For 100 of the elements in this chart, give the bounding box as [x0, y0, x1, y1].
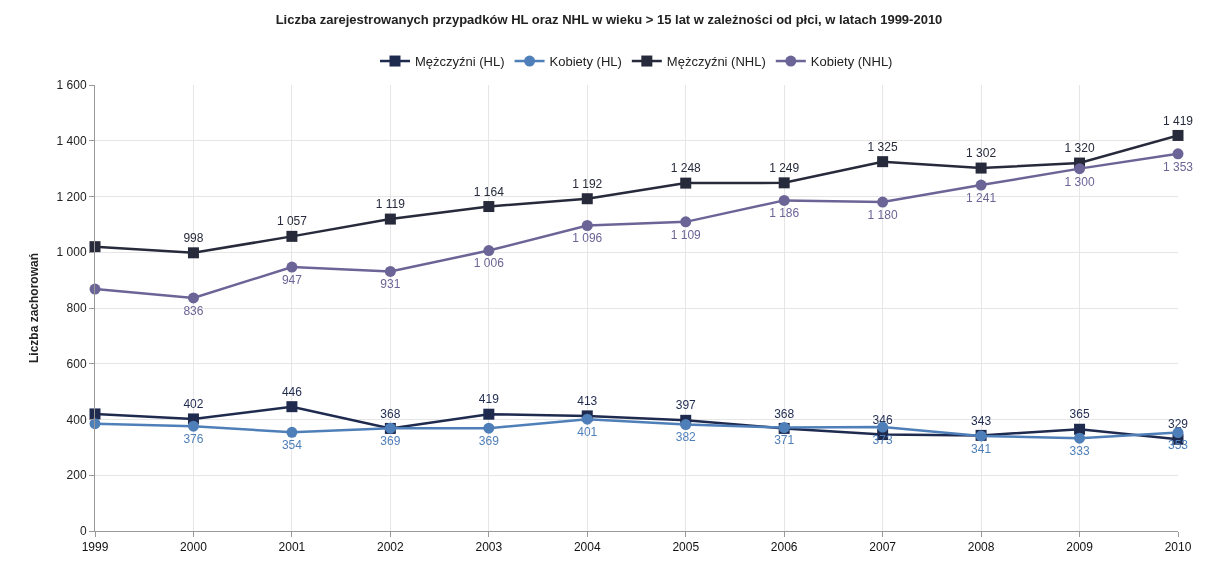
- y-tick-label: 1 600: [56, 78, 87, 93]
- data-label: 341: [971, 441, 992, 456]
- point: [975, 162, 987, 174]
- data-label: 1 248: [670, 161, 702, 176]
- point: [89, 241, 101, 253]
- data-label: 397: [675, 398, 697, 413]
- point: [286, 230, 298, 242]
- data-label: 369: [478, 434, 500, 449]
- data-label: 371: [774, 433, 795, 448]
- data-label: 329: [1167, 417, 1189, 432]
- data-label: 1 057: [276, 214, 308, 229]
- x-tick-label: 2003: [475, 540, 503, 555]
- data-label: 1 241: [966, 190, 997, 205]
- y-axis-title: Liczba zachorowań: [26, 252, 41, 364]
- data-label: 1 096: [572, 231, 603, 246]
- data-label: 931: [380, 277, 401, 292]
- point: [1172, 129, 1184, 141]
- y-tick-label: 1 000: [56, 245, 87, 260]
- point: [778, 177, 790, 189]
- data-label: 1 419: [1162, 113, 1194, 128]
- y-tick-label: 400: [66, 412, 87, 427]
- data-label: 1 325: [867, 139, 898, 154]
- point: [975, 179, 987, 191]
- x-tick-label: 1999: [81, 540, 109, 555]
- data-label: 1 302: [966, 146, 997, 161]
- point: [1172, 148, 1184, 160]
- x-tick-label: 2000: [180, 540, 208, 555]
- point: [680, 177, 692, 189]
- data-label: 1 353: [1162, 159, 1194, 174]
- point: [187, 420, 199, 432]
- data-label: 1 109: [670, 227, 702, 242]
- point: [286, 426, 298, 438]
- data-label: 354: [281, 438, 303, 453]
- legend-label: Mężczyźni (NHL): [666, 54, 766, 70]
- point: [680, 216, 692, 228]
- y-tick-label: 1 200: [56, 189, 87, 204]
- y-tick-label: 800: [66, 301, 87, 316]
- data-label: 368: [380, 406, 401, 421]
- data-label: 947: [281, 272, 303, 287]
- point: [877, 156, 889, 168]
- x-tick-label: 2006: [770, 540, 798, 555]
- point: [1074, 163, 1086, 175]
- data-label: 343: [971, 413, 992, 428]
- point: [384, 265, 396, 277]
- data-label: 365: [1069, 407, 1090, 422]
- point: [187, 292, 199, 304]
- data-label: 369: [380, 434, 401, 449]
- data-label: 346: [872, 412, 893, 427]
- data-label: 368: [774, 406, 795, 421]
- data-label: 1 164: [473, 184, 505, 199]
- data-label: 998: [183, 230, 204, 245]
- x-tick-label: 2010: [1164, 540, 1192, 555]
- point: [581, 219, 593, 231]
- data-label: 446: [281, 384, 303, 399]
- x-tick-label: 2007: [869, 540, 897, 555]
- point: [286, 261, 298, 273]
- point: [187, 247, 199, 259]
- point: [483, 245, 495, 257]
- point: [483, 201, 495, 213]
- data-label: 373: [872, 432, 893, 447]
- y-tick-label: 600: [66, 356, 87, 371]
- point: [384, 213, 396, 225]
- data-label: 836: [183, 303, 204, 318]
- point: [1172, 427, 1184, 439]
- point: [680, 419, 692, 431]
- data-label: 1 192: [572, 176, 603, 191]
- point: [1074, 432, 1086, 444]
- data-label: 376: [183, 432, 204, 447]
- legend-label: Kobiety (NHL): [810, 54, 893, 70]
- point: [483, 408, 495, 420]
- x-tick-label: 2002: [377, 540, 405, 555]
- data-label: 1 300: [1064, 174, 1095, 189]
- point: [877, 196, 889, 208]
- legend-label: Mężczyźni (HL): [415, 54, 505, 70]
- x-tick-label: 2005: [672, 540, 700, 555]
- x-tick-label: 2001: [278, 540, 306, 555]
- x-tick-label: 2009: [1066, 540, 1094, 555]
- point: [778, 194, 790, 206]
- point: [483, 422, 495, 434]
- data-label: 1 186: [769, 206, 800, 221]
- x-tick-label: 2004: [573, 540, 601, 555]
- y-tick-label: 0: [79, 524, 87, 539]
- data-label: 401: [577, 425, 598, 440]
- data-label: 1 180: [867, 207, 898, 222]
- data-label: 1 249: [769, 160, 800, 175]
- chart-title: Liczba zarejestrowanych przypadków HL oraz NHL w wieku > 15 lat w zależności od płci, w latach 1999-2010: [275, 11, 943, 27]
- point: [581, 193, 593, 205]
- legend-label: Kobiety (HL): [549, 54, 622, 70]
- y-tick-label: 200: [66, 468, 87, 483]
- data-label: 1 320: [1064, 141, 1095, 156]
- y-tick-label: 1 400: [56, 133, 87, 148]
- x-tick-label: 2008: [967, 540, 995, 555]
- data-label: 333: [1069, 444, 1090, 459]
- data-label: 1 006: [473, 256, 505, 271]
- data-label: 382: [675, 430, 697, 445]
- data-label: 402: [183, 397, 204, 412]
- data-label: 419: [478, 392, 500, 407]
- data-label: 1 119: [375, 197, 406, 212]
- point: [286, 401, 298, 413]
- data-label: 413: [577, 394, 598, 409]
